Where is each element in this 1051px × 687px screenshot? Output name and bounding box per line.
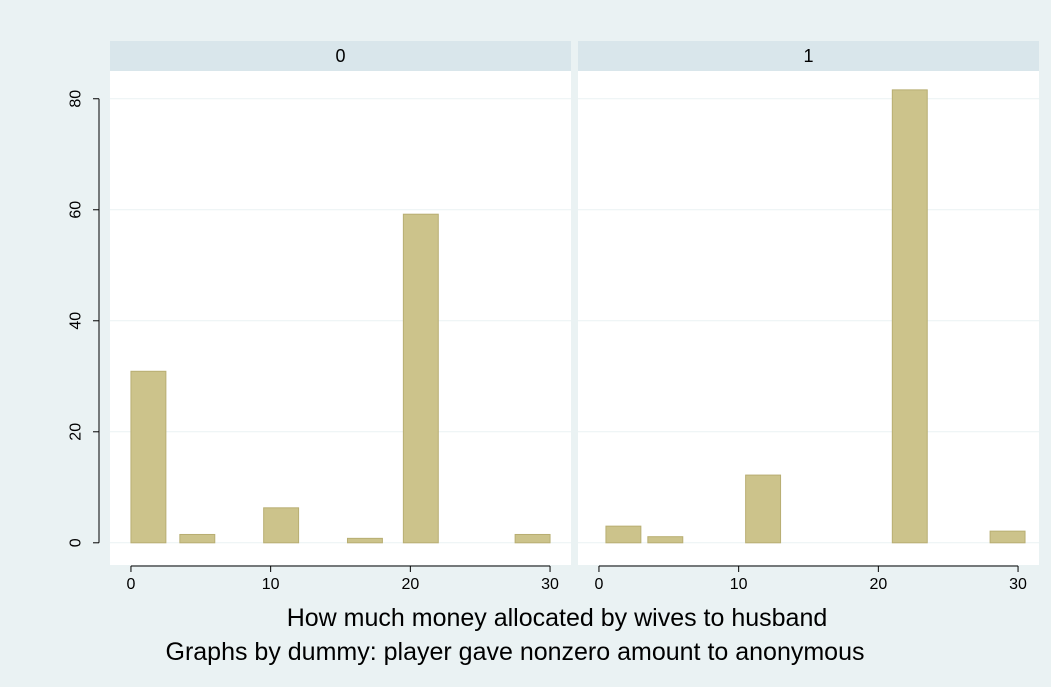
y-tick-label-20: 20 xyxy=(68,423,85,441)
panel-strip-0 xyxy=(110,41,571,71)
x-tick-label-10: 10 xyxy=(262,576,280,593)
bar-panel-1-2 xyxy=(745,474,782,544)
bar-panel-1-3 xyxy=(891,89,928,544)
y-tick-label-60: 60 xyxy=(68,201,85,219)
panel-label-1: 1 xyxy=(803,46,813,66)
x-tick-label-30: 30 xyxy=(1009,576,1027,593)
plot-area-1 xyxy=(578,71,1039,565)
x-tick-label-0: 0 xyxy=(595,576,604,593)
bar-panel-0-1 xyxy=(179,533,216,544)
x-axis-title: How much money allocated by wives to hus… xyxy=(287,604,828,632)
bar-panel-0-2 xyxy=(263,507,300,544)
graph-note: Graphs by dummy: player gave nonzero amo… xyxy=(166,638,865,666)
plot-area-0 xyxy=(110,71,571,565)
y-tick-label-0: 0 xyxy=(68,538,85,547)
bar-panel-0-3 xyxy=(346,537,383,544)
x-tick-label-0: 0 xyxy=(127,576,136,593)
bar-panel-0-5 xyxy=(514,533,551,544)
y-tick-label-80: 80 xyxy=(68,90,85,108)
panel-label-0: 0 xyxy=(335,46,345,66)
x-tick-label-20: 20 xyxy=(401,576,419,593)
x-tick-label-20: 20 xyxy=(869,576,887,593)
bar-panel-0-4 xyxy=(402,213,439,544)
bar-panel-1-4 xyxy=(989,530,1026,544)
x-tick-label-30: 30 xyxy=(541,576,559,593)
y-tick-label-40: 40 xyxy=(68,312,85,330)
bar-panel-1-0 xyxy=(605,525,642,544)
bar-panel-0-0 xyxy=(130,370,167,544)
x-tick-label-10: 10 xyxy=(730,576,748,593)
panel-strip-1 xyxy=(578,41,1039,71)
bar-panel-1-1 xyxy=(647,536,684,544)
